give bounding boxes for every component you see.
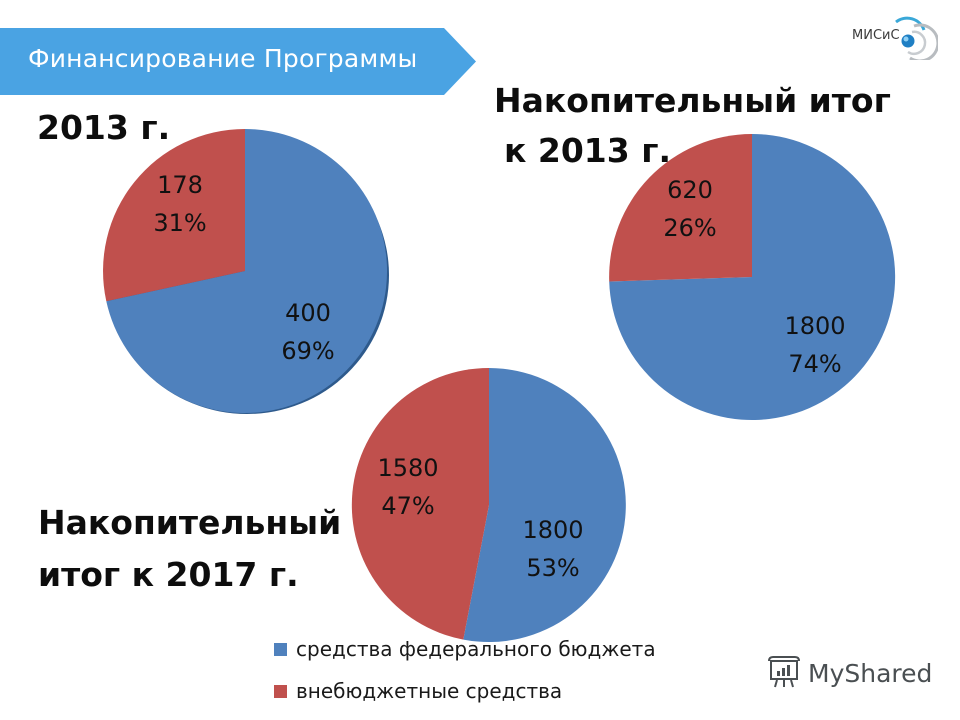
pie3-red-value: 1580 — [377, 454, 439, 482]
legend-label-extra: внебюджетные средства — [296, 679, 563, 703]
pie2-red-pct: 26% — [663, 214, 717, 242]
section-banner: Финансирование Программы — [0, 28, 476, 95]
pie1-blue-slice — [106, 129, 388, 413]
pie2-title-line1: Накопительный итог — [494, 81, 891, 120]
pie3-blue-value: 1800 — [522, 516, 584, 544]
banner-arrow-shape — [0, 28, 476, 95]
pie1-blue-pct: 69% — [281, 337, 335, 365]
pie2-red-slice — [609, 134, 752, 282]
legend-swatch-red — [274, 684, 287, 698]
pie1 — [103, 129, 389, 414]
pie1-red-label: 178 31% — [140, 166, 220, 242]
pie2-blue-pct: 74% — [788, 350, 842, 378]
pie1-blue-label: 400 69% — [268, 294, 348, 370]
pie2-red-value: 620 — [667, 176, 713, 204]
presentation-board-icon — [768, 656, 800, 688]
pie3-red-label: 1580 47% — [363, 449, 453, 525]
pie3 — [351, 367, 626, 642]
pie2-blue-value: 1800 — [784, 312, 846, 340]
logo-text: МИСиС — [852, 28, 900, 43]
pie1-red-pct: 31% — [153, 209, 207, 237]
pie2-blue-slice — [609, 133, 896, 420]
legend-swatch-blue — [274, 642, 287, 656]
pie1-blue-value: 400 — [285, 299, 331, 327]
pie3-red-slice — [351, 367, 489, 640]
pie2-title-line2: к 2013 г. — [504, 131, 671, 170]
pie3-blue-slice — [463, 368, 626, 642]
legend-item-federal: средства федерального бюджета — [274, 628, 656, 670]
pie1-red-slice — [103, 129, 245, 302]
pie3-blue-label: 1800 53% — [508, 511, 598, 587]
chart-legend: средства федерального бюджета внебюджетн… — [274, 628, 656, 712]
pie2-blue-label: 1800 74% — [770, 307, 860, 383]
pie3-red-pct: 47% — [381, 492, 435, 520]
legend-item-extra: внебюджетные средства — [274, 670, 656, 712]
watermark-text: MyShared — [808, 658, 933, 688]
pie3-blue-pct: 53% — [526, 554, 580, 582]
pie1-red-value: 178 — [157, 171, 203, 199]
logo-rings-icon — [895, 16, 938, 60]
pie3-title-line1: Накопительный — [38, 503, 342, 542]
banner-title: Финансирование Программы — [28, 44, 418, 73]
pie2 — [609, 133, 896, 420]
legend-label-federal: средства федерального бюджета — [296, 637, 656, 661]
pie2-red-label: 620 26% — [650, 171, 730, 247]
myshared-watermark: MyShared — [766, 655, 932, 691]
pie3-title-line2: итог к 2017 г. — [38, 555, 299, 594]
pie1-title: 2013 г. — [37, 108, 171, 147]
misis-logo: МИСиС — [848, 10, 938, 60]
